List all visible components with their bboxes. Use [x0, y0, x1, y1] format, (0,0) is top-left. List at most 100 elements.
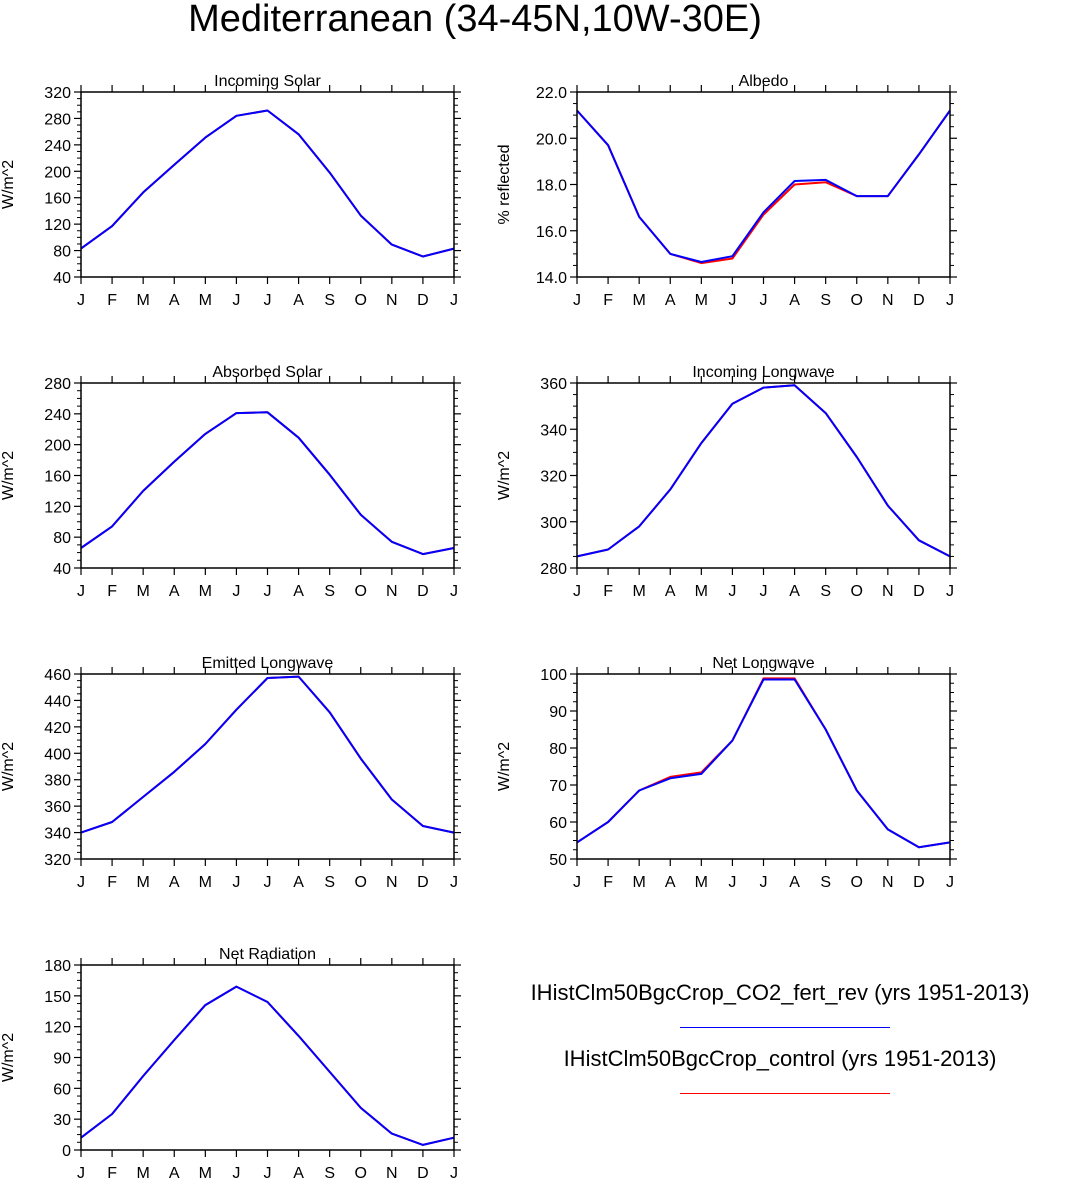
y-tick-label: 160: [44, 469, 71, 486]
y-tick-label: 400: [44, 746, 71, 763]
y-tick-label: 120: [44, 1020, 71, 1037]
x-tick-label: D: [913, 292, 925, 309]
y-tick-label: 280: [44, 376, 71, 393]
y-tick-label: 40: [53, 270, 71, 287]
x-tick-label: M: [137, 874, 150, 891]
figure-title: Mediterranean (34-45N,10W-30E): [188, 0, 762, 40]
y-tick-label: 50: [549, 852, 567, 869]
x-tick-label: A: [169, 292, 180, 309]
y-tick-label: 100: [540, 667, 567, 684]
x-tick-label: J: [450, 874, 458, 891]
x-tick-label: M: [137, 1165, 150, 1182]
x-tick-label: J: [573, 292, 581, 309]
y-tick-label: 18.0: [536, 178, 567, 195]
x-tick-label: J: [760, 583, 768, 600]
y-tick-label: 320: [44, 85, 71, 102]
y-tick-label: 70: [549, 778, 567, 795]
x-tick-label: J: [573, 583, 581, 600]
plot-frame: [576, 382, 951, 569]
x-tick-label: J: [728, 583, 736, 600]
legend-line-control: [680, 1093, 890, 1094]
x-tick-label: F: [603, 292, 613, 309]
x-tick-label: M: [695, 583, 708, 600]
x-tick-label: N: [386, 583, 398, 600]
y-tick-label: 80: [549, 741, 567, 758]
series-line-fert: [80, 411, 455, 556]
x-tick-label: J: [264, 583, 272, 600]
x-tick-label: A: [789, 583, 800, 600]
x-tick-label: S: [820, 874, 831, 891]
chart-title: Net Longwave: [712, 655, 814, 672]
x-tick-label: S: [324, 874, 335, 891]
x-tick-label: A: [789, 292, 800, 309]
y-tick-label: 40: [53, 561, 71, 578]
y-tick-label: 420: [44, 720, 71, 737]
x-tick-label: O: [355, 292, 367, 309]
y-tick-label: 320: [44, 852, 71, 869]
x-tick-label: M: [695, 874, 708, 891]
x-tick-label: D: [417, 292, 429, 309]
x-tick-label: M: [199, 1165, 212, 1182]
x-tick-label: J: [77, 1165, 85, 1182]
y-tick-label: 60: [549, 815, 567, 832]
x-tick-label: J: [946, 583, 954, 600]
x-tick-label: F: [107, 1165, 117, 1182]
series-line-control: [80, 411, 455, 556]
series-line-fert: [576, 678, 951, 849]
series-line-control: [80, 675, 455, 834]
x-tick-label: M: [199, 292, 212, 309]
y-tick-label: 90: [53, 1051, 71, 1068]
x-tick-label: J: [232, 583, 240, 600]
x-tick-label: J: [760, 874, 768, 891]
x-tick-label: O: [851, 874, 863, 891]
x-tick-label: S: [324, 292, 335, 309]
chart-5: Emitted Longwave W/m^2 320 340 360 380 400 420 4…: [0, 655, 461, 891]
x-tick-label: F: [107, 583, 117, 600]
x-tick-label: A: [665, 292, 676, 309]
x-tick-label: F: [107, 874, 117, 891]
x-tick-label: J: [573, 874, 581, 891]
plot-frame: [576, 91, 951, 278]
legend-line-fert: [680, 1027, 890, 1028]
x-tick-label: D: [913, 583, 925, 600]
y-tick-label: 120: [44, 217, 71, 234]
x-tick-label: F: [107, 292, 117, 309]
y-axis-label: % reflected: [496, 144, 513, 224]
x-tick-label: M: [695, 292, 708, 309]
y-tick-label: 320: [540, 469, 567, 486]
x-tick-label: S: [820, 292, 831, 309]
y-tick-label: 180: [44, 958, 71, 975]
y-tick-label: 20.0: [536, 131, 567, 148]
y-tick-label: 340: [44, 826, 71, 843]
y-tick-label: 360: [540, 376, 567, 393]
x-tick-label: A: [665, 874, 676, 891]
chart-title: Emitted Longwave: [202, 655, 334, 672]
series-line-control: [80, 109, 455, 258]
y-tick-label: 30: [53, 1112, 71, 1129]
x-tick-label: N: [386, 1165, 398, 1182]
x-tick-label: A: [293, 583, 304, 600]
x-tick-label: A: [169, 1165, 180, 1182]
x-tick-label: J: [77, 583, 85, 600]
legend-label-fert: IHistClm50BgcCrop_CO2_fert_rev (yrs 1951…: [530, 980, 1030, 1005]
y-tick-label: 80: [53, 530, 71, 547]
chart-3: Absorbed Solar W/m^2 40 80 120 160 200 240 280 J F…: [0, 364, 461, 600]
series-line-fert: [576, 109, 951, 263]
chart-title: Albedo: [739, 73, 789, 90]
x-tick-label: J: [450, 583, 458, 600]
x-tick-label: O: [851, 292, 863, 309]
x-tick-label: F: [603, 583, 613, 600]
x-tick-label: F: [603, 874, 613, 891]
x-tick-label: J: [232, 874, 240, 891]
y-tick-label: 300: [540, 515, 567, 532]
chart-title: Incoming Longwave: [692, 364, 834, 381]
x-tick-label: J: [232, 292, 240, 309]
x-tick-label: M: [199, 583, 212, 600]
y-tick-label: 380: [44, 773, 71, 790]
x-tick-label: A: [789, 874, 800, 891]
x-tick-label: A: [169, 874, 180, 891]
chart-2: Albedo % reflected 14.0 16.0 18.0 20.0 22.0 J F M…: [496, 73, 957, 309]
y-tick-label: 280: [540, 561, 567, 578]
chart-title: Net Radiation: [219, 946, 316, 963]
x-tick-label: O: [355, 874, 367, 891]
